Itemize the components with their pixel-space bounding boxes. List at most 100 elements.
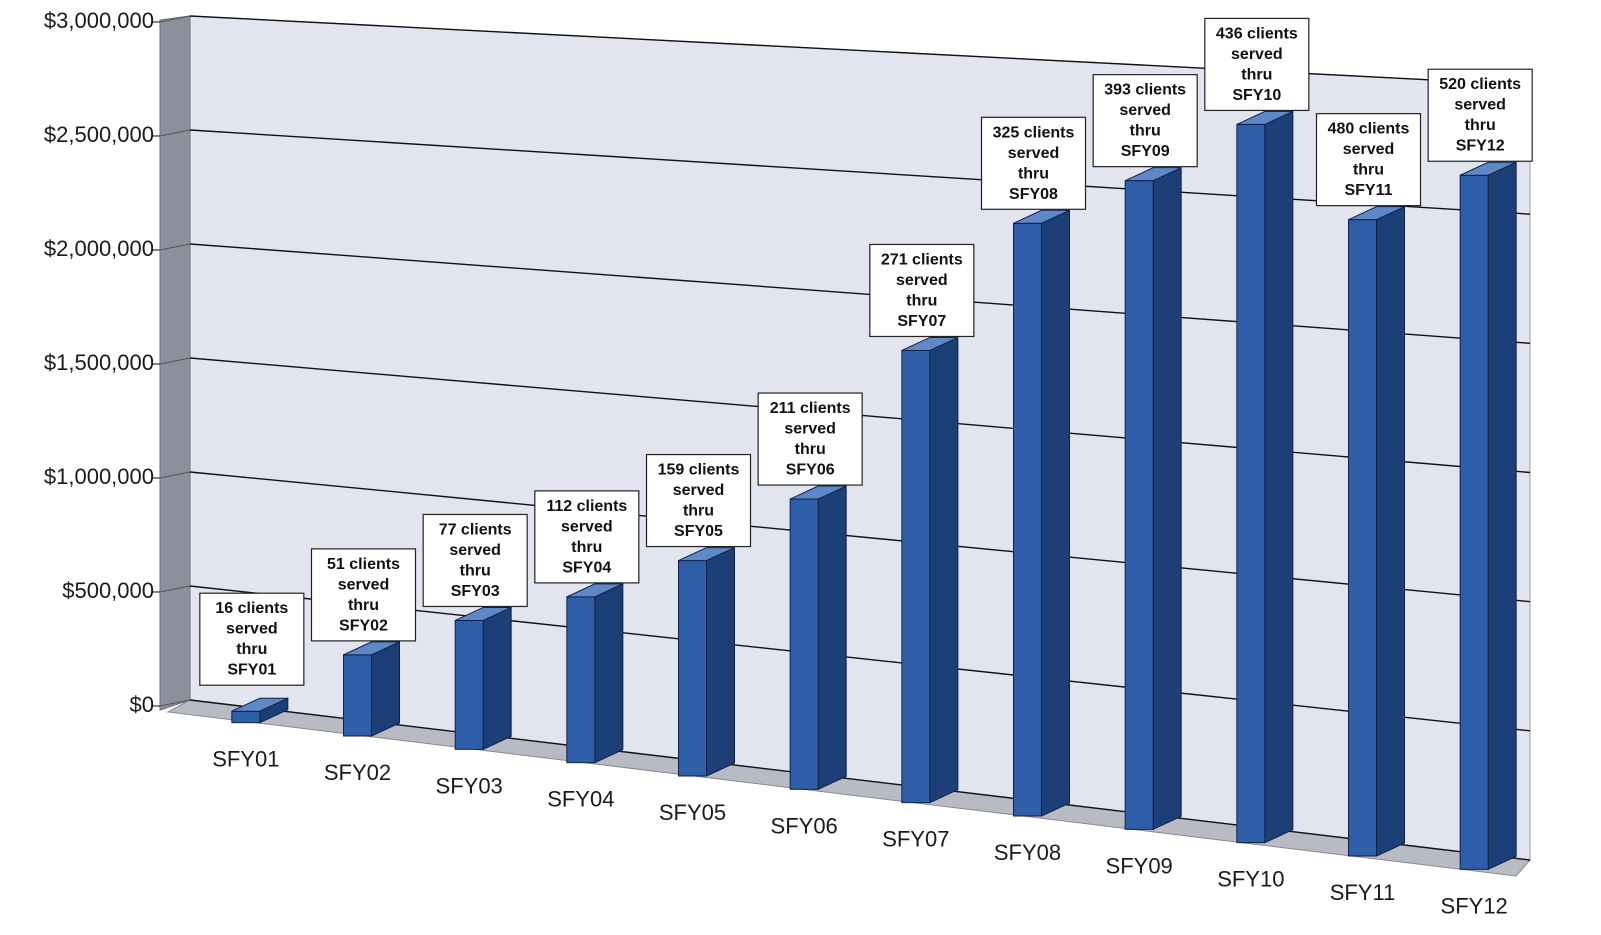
annotation-box	[1427, 68, 1533, 162]
gridline-side	[159, 243, 191, 251]
bar	[789, 498, 819, 790]
bar-top	[789, 485, 847, 500]
bar	[231, 710, 261, 724]
bar-top	[566, 583, 624, 598]
bar	[343, 654, 372, 737]
annotation-text: thru	[236, 641, 267, 658]
annotation-text: SFY07	[897, 313, 946, 330]
annotation-text: 77 clients	[439, 521, 512, 538]
annotation-text: SFY02	[339, 617, 388, 634]
bar	[1348, 219, 1377, 857]
bar-top	[454, 606, 512, 621]
annotation-text: SFY06	[786, 462, 835, 479]
annotation-text: SFY10	[1232, 87, 1281, 104]
annotation-box	[869, 243, 975, 338]
annotation-text: thru	[1130, 123, 1161, 140]
annotation-text: 393 clients	[1104, 82, 1186, 99]
annotation-box	[757, 392, 863, 486]
x-tick-label: SFY09	[1106, 853, 1173, 878]
x-tick-label: SFY08	[994, 840, 1061, 865]
annotation-box	[1315, 113, 1422, 207]
annotation-text: served	[338, 576, 390, 593]
gridline	[189, 699, 1531, 861]
gridline-side	[159, 357, 191, 365]
bar-side	[371, 641, 400, 737]
bar-top	[678, 547, 735, 562]
bar-side	[929, 336, 959, 804]
annotation-text: served	[1008, 145, 1060, 162]
annotation-text: served	[784, 421, 836, 438]
x-tick-label: SFY06	[771, 813, 838, 838]
x-tick-label: SFY01	[212, 747, 279, 772]
y-tick-label: $1,500,000	[44, 350, 154, 375]
x-tick-label: SFY03	[436, 773, 503, 798]
bar-side	[482, 606, 512, 751]
bar-top	[901, 336, 959, 351]
bar-side	[1041, 209, 1070, 817]
annotation-box	[645, 453, 752, 548]
x-tick-label: SFY07	[882, 827, 949, 852]
annotation-text: served	[449, 542, 501, 559]
y-tick-label: $2,000,000	[44, 236, 154, 261]
bar	[1236, 123, 1266, 844]
annotation-text: 51 clients	[327, 556, 400, 573]
bar-side	[594, 583, 624, 764]
gridline-side	[159, 15, 191, 23]
annotation-text: thru	[795, 441, 826, 458]
bar-top	[1124, 167, 1182, 182]
annotation-box	[980, 116, 1087, 210]
annotation-text: served	[896, 272, 948, 289]
gridline	[189, 243, 1531, 345]
bar-top	[1236, 110, 1294, 125]
annotation-text: served	[1231, 46, 1283, 63]
x-tick-label: SFY10	[1217, 867, 1284, 892]
annotation-text: thru	[1241, 66, 1272, 83]
annotation-text: thru	[1465, 117, 1496, 134]
bar-side	[1376, 205, 1405, 857]
bar	[901, 349, 931, 804]
annotation-box	[199, 592, 305, 686]
x-tick-label: SFY11	[1330, 880, 1396, 905]
annotation-text: served	[673, 482, 725, 499]
annotation-text: SFY05	[674, 523, 723, 540]
bar	[1013, 222, 1042, 817]
gridline-side	[159, 585, 191, 593]
annotation-text: thru	[1018, 165, 1049, 182]
annotation-text: SFY01	[227, 662, 276, 679]
annotation-text: 159 clients	[658, 462, 740, 479]
gridline	[189, 129, 1531, 215]
bar-side	[1264, 110, 1294, 844]
annotation-text: thru	[1353, 162, 1384, 179]
y-tick-label: $3,000,000	[44, 8, 154, 33]
annotation-text: SFY03	[451, 583, 500, 600]
annotation-text: SFY08	[1009, 186, 1058, 203]
annotation-text: served	[1343, 141, 1395, 158]
annotation-text: thru	[571, 539, 602, 556]
annotation-text: served	[1119, 102, 1171, 119]
annotation-text: SFY04	[562, 559, 611, 576]
annotation-text: 16 clients	[215, 600, 288, 617]
annotation-box	[310, 548, 417, 642]
bar	[1124, 180, 1154, 830]
annotation-box	[1204, 17, 1310, 112]
annotation-text: served	[226, 621, 278, 638]
annotation-text: thru	[460, 562, 491, 579]
bar-side	[1487, 161, 1517, 871]
annotation-text: served	[561, 518, 613, 535]
y-tick-label: $2,500,000	[44, 122, 154, 147]
annotation-text: thru	[348, 597, 379, 614]
annotation-box	[1092, 74, 1198, 168]
annotation-text: 271 clients	[881, 251, 963, 268]
annotation-box	[534, 490, 640, 584]
y-tick-label: $0	[130, 692, 154, 717]
x-tick-label: SFY02	[324, 760, 391, 785]
y-tick-label: $1,000,000	[44, 464, 154, 489]
annotation-text: thru	[906, 292, 937, 309]
annotation-text: served	[1454, 97, 1506, 114]
annotation-text: 520 clients	[1439, 76, 1521, 93]
y-tick-label: $500,000	[62, 578, 154, 603]
bar	[1459, 174, 1489, 870]
gridline-side	[159, 129, 191, 137]
